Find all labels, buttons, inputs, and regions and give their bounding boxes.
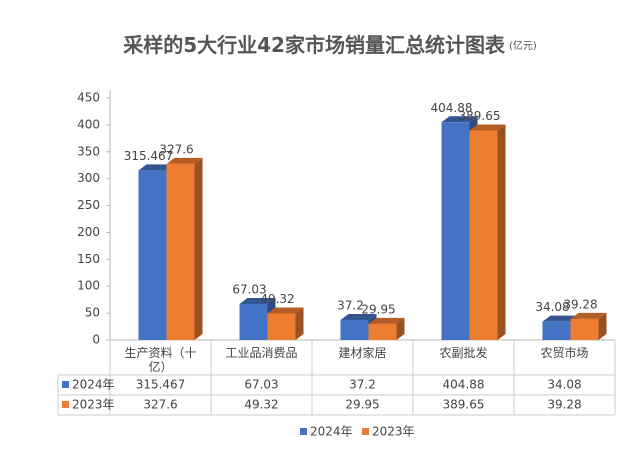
data-label: 29.95 bbox=[361, 302, 395, 316]
table-cell: 327.6 bbox=[143, 398, 177, 412]
bar bbox=[441, 122, 470, 341]
bar-top bbox=[441, 116, 478, 123]
data-label: 49.32 bbox=[260, 292, 294, 306]
y-tick-label: 350 bbox=[77, 144, 100, 158]
x-tick-label-box: 工业品消费品 bbox=[225, 346, 298, 360]
y-tick-label: 450 bbox=[77, 91, 100, 105]
bar-side bbox=[598, 312, 607, 340]
table-cell: 29.95 bbox=[345, 398, 379, 412]
table-cell: 34.08 bbox=[547, 378, 581, 392]
data-label: 37.2 bbox=[337, 298, 364, 312]
data-label: 67.03 bbox=[232, 282, 266, 296]
x-tick-label: 农副批发 bbox=[439, 346, 488, 360]
bar bbox=[267, 313, 296, 340]
table-cell: 49.32 bbox=[244, 398, 278, 412]
legend-label: 2024年 bbox=[310, 425, 353, 439]
bar-side bbox=[295, 307, 304, 340]
chart-title: 采样的5大行业42家市场销量汇总统计图表 (亿元) bbox=[123, 33, 537, 57]
y-tick-label: 400 bbox=[77, 117, 100, 131]
x-tick-label: 生产资料（十亿） bbox=[124, 346, 197, 374]
data-label: 327.6 bbox=[159, 142, 193, 156]
y-tick-label: 50 bbox=[85, 306, 100, 320]
table-row-label: 2023年 bbox=[72, 398, 115, 412]
bar-top bbox=[166, 157, 203, 164]
table-cell: 67.03 bbox=[244, 378, 278, 392]
data-label: 315.467 bbox=[124, 149, 174, 163]
table-legend-key bbox=[62, 381, 69, 388]
legend-key bbox=[300, 428, 307, 435]
y-tick-label: 300 bbox=[77, 171, 100, 185]
table-legend-key bbox=[62, 401, 69, 408]
x-tick-label-box: 农贸市场 bbox=[540, 346, 589, 360]
x-tick-label-box: 建材家居 bbox=[338, 346, 387, 360]
y-tick-label: 150 bbox=[77, 252, 100, 266]
x-tick-label-box: 农副批发 bbox=[439, 346, 488, 360]
y-tick-label: 100 bbox=[77, 279, 100, 293]
unit: (亿元) bbox=[509, 39, 537, 52]
bar bbox=[469, 130, 498, 340]
legend-key bbox=[362, 428, 369, 435]
bar-side bbox=[396, 317, 405, 340]
bar-top bbox=[570, 312, 607, 319]
x-tick-label-box: 生产资料（十亿） bbox=[124, 346, 197, 374]
data-label: 39.28 bbox=[563, 297, 597, 311]
data-label: 34.08 bbox=[535, 300, 569, 314]
table-cell: 39.28 bbox=[547, 398, 581, 412]
x-tick-label: 工业品消费品 bbox=[225, 346, 298, 360]
bar-top bbox=[542, 315, 579, 322]
bar bbox=[239, 303, 268, 340]
table-cell: 315.467 bbox=[136, 378, 186, 392]
bar-top bbox=[239, 297, 276, 304]
bar-top bbox=[267, 307, 304, 314]
table-cell: 404.88 bbox=[443, 378, 485, 392]
y-tick-label: 0 bbox=[92, 333, 100, 347]
x-tick-label: 农贸市场 bbox=[540, 346, 589, 360]
bar bbox=[340, 319, 369, 340]
bar-top bbox=[340, 313, 377, 320]
bar-top bbox=[138, 164, 175, 171]
bar bbox=[166, 163, 195, 340]
table-row-label: 2024年 bbox=[72, 378, 115, 392]
bar-side bbox=[497, 124, 506, 340]
bar bbox=[138, 170, 167, 340]
bar-top bbox=[469, 124, 506, 131]
table-cell: 37.2 bbox=[349, 378, 376, 392]
data-label: 389.65 bbox=[459, 109, 501, 123]
y-tick-label: 200 bbox=[77, 225, 100, 239]
bar-side bbox=[194, 157, 203, 340]
bar bbox=[570, 318, 599, 340]
bar bbox=[542, 321, 571, 340]
y-tick-label: 250 bbox=[77, 198, 100, 212]
table-cell: 389.65 bbox=[443, 398, 485, 412]
bar bbox=[368, 323, 397, 340]
x-tick-label: 建材家居 bbox=[338, 346, 387, 360]
title: 采样的5大行业42家市场销量汇总统计图表 bbox=[123, 33, 506, 57]
data-label: 404.88 bbox=[431, 101, 473, 115]
bar-top bbox=[368, 317, 405, 324]
legend-label: 2023年 bbox=[372, 425, 415, 439]
